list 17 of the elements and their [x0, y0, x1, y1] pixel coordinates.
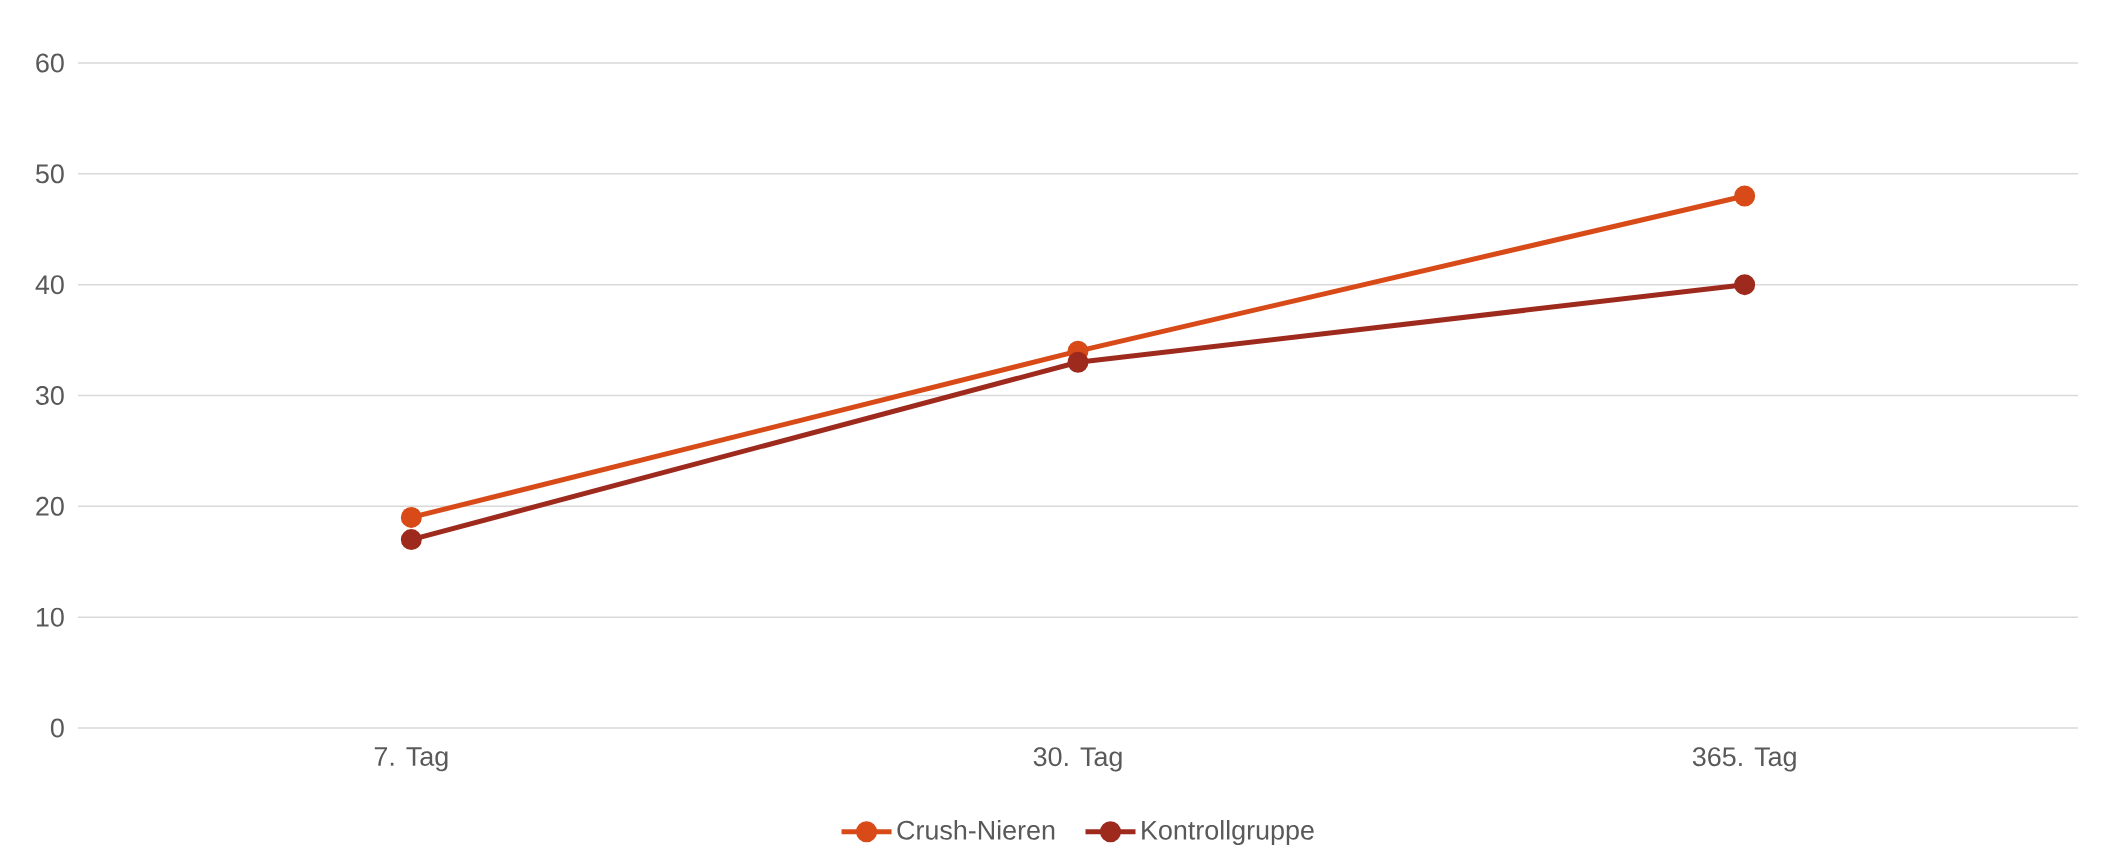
- y-tick-label: 50: [35, 164, 64, 184]
- y-tick-label: 0: [50, 718, 64, 738]
- x-tick-label: 30. Tag: [1033, 747, 1122, 772]
- y-tick-label: 40: [35, 275, 64, 295]
- point: [1734, 274, 1756, 296]
- y-tick-label: 60: [36, 53, 64, 73]
- x-tick-label: 7. Tag: [374, 747, 448, 772]
- x-tick-label: 365. Tag: [1692, 747, 1796, 772]
- legend-label: Kontrollgruppe: [1142, 819, 1314, 846]
- legend-label: Crush-Nieren: [897, 819, 1055, 840]
- point: [400, 529, 422, 551]
- y-tick-label: 30: [35, 385, 64, 406]
- point: [1734, 185, 1756, 207]
- y-tick-label: 10: [36, 607, 64, 627]
- y-tick-label: 20: [36, 496, 64, 516]
- point: [400, 506, 422, 528]
- point: [1067, 351, 1089, 373]
